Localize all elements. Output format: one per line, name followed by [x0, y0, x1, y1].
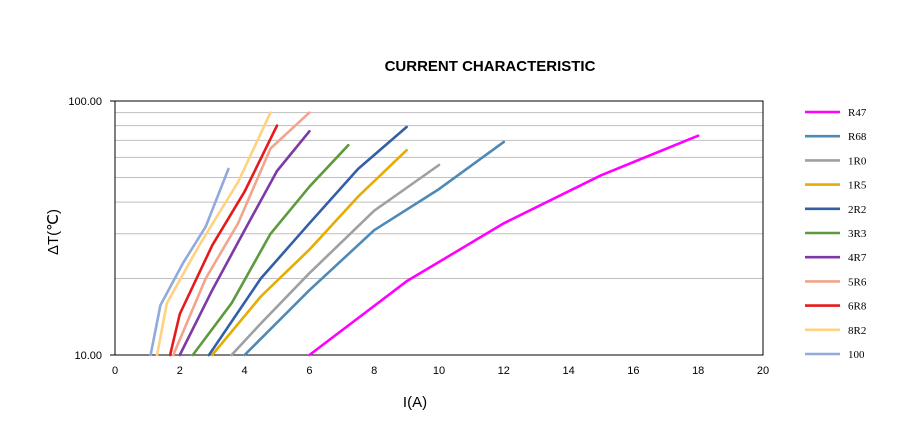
series-line-3r3 [191, 143, 350, 357]
legend-label-5r6: 5R6 [848, 276, 867, 288]
y-axis-label: ΔT(℃) [45, 209, 62, 255]
series-line-4r7 [178, 130, 311, 357]
legend-label-r47: R47 [848, 107, 867, 119]
series-line-1r0 [230, 163, 441, 357]
x-axis-ticks: 0 2 4 6 8 10 12 14 16 18 20 [112, 365, 769, 377]
legend-label-1r0: 1R0 [848, 155, 867, 167]
chart-title: CURRENT CHARACTERISTIC [385, 58, 596, 75]
legend: R47 R68 1R0 1R5 2R2 3R3 4R7 5R6 6R8 8R2 100 [805, 107, 867, 361]
x-tick-label: 6 [306, 365, 312, 377]
x-tick-label: 10 [433, 365, 445, 377]
legend-label-r68: R68 [848, 131, 867, 143]
x-axis-label: I(A) [403, 394, 427, 411]
x-tick-label: 2 [177, 365, 183, 377]
legend-label-100: 100 [848, 349, 865, 361]
legend-label-8r2: 8R2 [848, 325, 866, 337]
x-tick-label: 0 [112, 365, 118, 377]
legend-label-1r5: 1R5 [848, 180, 867, 192]
x-tick-label: 14 [562, 365, 574, 377]
series-line-8r2 [155, 111, 272, 357]
legend-label-6r8: 6R8 [848, 301, 867, 313]
x-tick-label: 4 [242, 365, 248, 377]
y-tick-label: 100.00 [68, 96, 102, 108]
series-line-r47 [308, 134, 700, 357]
data-series [149, 111, 700, 357]
x-tick-label: 12 [498, 365, 510, 377]
legend-label-4r7: 4R7 [848, 252, 867, 264]
legend-label-2r2: 2R2 [848, 204, 866, 216]
legend-label-3r3: 3R3 [848, 228, 867, 240]
series-line-100 [149, 167, 230, 357]
series-line-r68 [243, 140, 506, 357]
series-line-2r2 [207, 125, 408, 357]
x-tick-label: 18 [692, 365, 704, 377]
plot-area-frame [114, 100, 764, 356]
series-line-5r6 [172, 111, 311, 357]
x-tick-label: 20 [757, 365, 769, 377]
y-tick-label: 10.00 [74, 350, 102, 362]
series-line-6r8 [168, 124, 279, 357]
y-axis-ticks: 10.00 100.00 [68, 96, 115, 362]
x-tick-label: 8 [371, 365, 377, 377]
series-line-1r5 [210, 148, 408, 357]
plot-gridlines [115, 112, 763, 280]
x-tick-label: 16 [627, 365, 639, 377]
